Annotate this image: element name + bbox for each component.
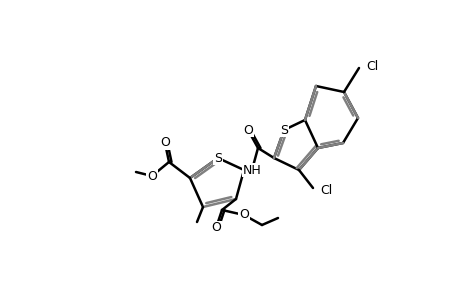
Text: O: O xyxy=(239,208,248,221)
Text: O: O xyxy=(211,221,220,235)
Text: Cl: Cl xyxy=(319,184,331,196)
Text: S: S xyxy=(213,152,222,164)
Text: S: S xyxy=(280,124,287,136)
Text: O: O xyxy=(242,124,252,136)
Text: O: O xyxy=(160,136,169,149)
Text: NH: NH xyxy=(242,164,261,176)
Text: Cl: Cl xyxy=(365,59,377,73)
Text: O: O xyxy=(147,169,157,182)
